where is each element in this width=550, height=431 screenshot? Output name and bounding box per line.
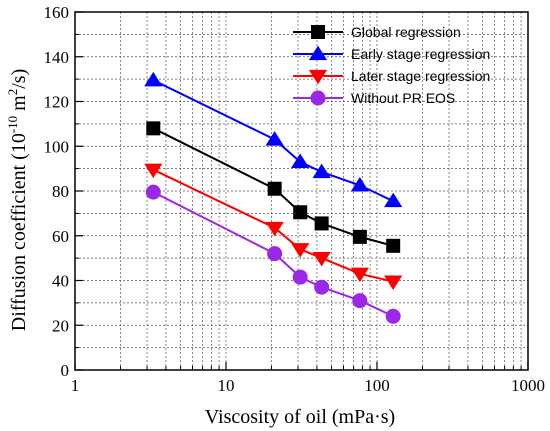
x-tick-label: 1: [71, 376, 80, 395]
series-layer: [144, 71, 403, 324]
series-line: [152, 168, 394, 283]
data-point: [146, 121, 161, 136]
y-tick-label: 140: [44, 48, 70, 67]
legend-label: Later stage regression: [351, 68, 490, 84]
data-point: [352, 229, 367, 244]
x-tick-label: 100: [364, 376, 390, 395]
legend-marker: [308, 69, 328, 85]
y-tick-label: 80: [52, 182, 69, 201]
data-point: [265, 131, 284, 146]
y-tick-label: 120: [44, 93, 70, 112]
y-tick-label: 20: [52, 316, 69, 335]
data-point: [314, 279, 330, 295]
data-point: [144, 163, 163, 179]
data-point: [314, 216, 329, 231]
data-point: [267, 181, 282, 196]
grid: [75, 12, 528, 370]
data-point: [312, 252, 331, 267]
legend-entry: Without PR EOS: [293, 90, 455, 106]
data-point: [291, 243, 310, 258]
x-axis-label: Viscosity of oil (mPa·s): [205, 406, 395, 428]
y-tick-label: 100: [44, 137, 70, 156]
legend-label: Early stage regression: [351, 46, 490, 62]
series-early-stage-regression: [144, 71, 403, 208]
y-axis-label-base: Diffusion coefficient (10: [8, 133, 30, 331]
data-point: [385, 308, 401, 324]
data-point: [144, 71, 163, 87]
data-point: [386, 238, 401, 253]
x-tick-label: 10: [218, 376, 235, 395]
y-tick-label: 40: [52, 272, 69, 291]
legend-label: Without PR EOS: [351, 90, 455, 106]
data-point: [350, 176, 369, 192]
y-tick-label: 60: [52, 227, 69, 246]
data-point: [292, 269, 308, 285]
data-point: [291, 153, 310, 169]
y-tick-label: 160: [44, 3, 70, 22]
legend-marker: [310, 90, 326, 106]
data-point: [312, 163, 331, 179]
data-point: [352, 293, 368, 309]
legend-entry: Early stage regression: [293, 45, 490, 62]
legend: Global regression Early stage regression L…: [293, 24, 490, 106]
y-tick-label: 0: [61, 361, 70, 380]
data-point: [384, 192, 403, 208]
series-later-stage-regression: [144, 163, 403, 291]
y-axis-label-unit: m: [8, 95, 30, 116]
legend-marker: [308, 45, 328, 61]
legend-marker: [311, 25, 325, 39]
series-global-regression: [146, 121, 401, 253]
x-tick-label: 1000: [511, 376, 545, 395]
data-point: [293, 205, 308, 220]
data-point: [350, 267, 369, 283]
y-axis-label: Diffusion coefficient (10-10 m2/s): [5, 69, 30, 332]
data-point: [384, 275, 403, 291]
y-axis-label-unit-exp: 2: [5, 89, 20, 96]
y-axis-label-exp: -10: [5, 116, 20, 133]
ticks: 1 10 100 1000 0 20 40 60 80 100 120 140 160: [44, 3, 546, 395]
data-point: [145, 184, 161, 200]
legend-entry: Later stage regression: [293, 68, 490, 85]
y-axis-label-unit-end: /s): [8, 69, 30, 89]
series-without-pr-eos: [145, 184, 401, 324]
legend-entry: Global regression: [293, 24, 461, 40]
legend-label: Global regression: [351, 24, 461, 40]
data-point: [265, 221, 284, 237]
data-point: [267, 246, 283, 262]
